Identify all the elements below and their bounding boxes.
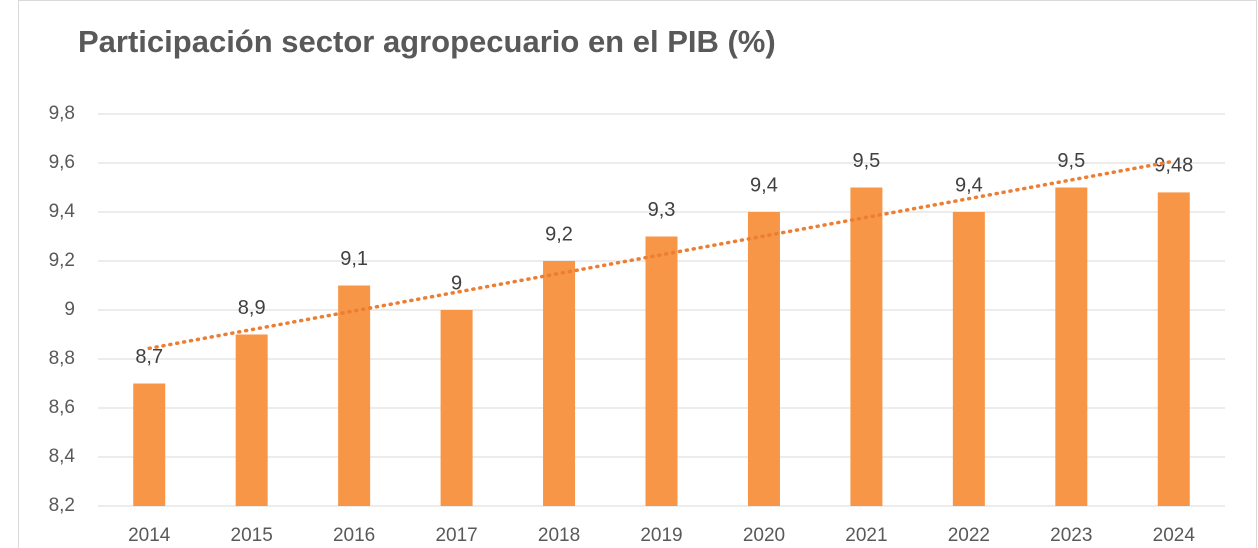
x-tick-label: 2019: [640, 525, 682, 546]
data-label: 9,4: [955, 174, 983, 196]
data-label: 9,1: [340, 248, 368, 270]
data-label: 8,7: [135, 346, 163, 368]
data-label: 9: [451, 272, 462, 294]
chart-title: Participación sector agropecuario en el …: [78, 24, 776, 59]
x-tick-label: 2021: [845, 525, 887, 546]
bar: [850, 187, 883, 506]
y-tick-label: 9,8: [49, 103, 75, 124]
x-tick-label: 2020: [743, 525, 785, 546]
x-tick-label: 2014: [128, 525, 171, 546]
y-tick-label: 8,8: [49, 348, 75, 369]
x-tick-label: 2016: [333, 525, 375, 546]
trendline: [147, 159, 1176, 351]
x-tick-label: 2018: [538, 525, 580, 546]
bar: [1157, 192, 1190, 506]
data-label: 9,4: [750, 174, 778, 196]
x-tick-label: 2015: [231, 525, 273, 546]
data-label: 9,2: [545, 223, 573, 245]
bar: [747, 212, 780, 506]
data-label: 8,9: [238, 297, 266, 319]
bar: [338, 285, 371, 506]
y-tick-label: 9,4: [49, 201, 76, 222]
bar: [440, 310, 473, 506]
bar: [952, 212, 985, 506]
bar: [645, 236, 678, 506]
x-tick-label: 2023: [1050, 525, 1092, 546]
y-tick-label: 8,2: [49, 495, 75, 516]
x-tick-label: 2024: [1153, 525, 1196, 546]
bar: [235, 334, 268, 506]
bar: [543, 261, 576, 506]
data-label: 9,5: [853, 150, 881, 172]
data-label: 9,5: [1057, 150, 1085, 172]
x-tick-label: 2022: [948, 525, 990, 546]
y-tick-label: 9,6: [49, 152, 75, 173]
y-tick-label: 8,4: [49, 446, 76, 467]
y-tick-label: 8,6: [49, 397, 75, 418]
data-label: 9,48: [1154, 155, 1193, 177]
y-tick-label: 9: [64, 299, 75, 320]
bar: [133, 383, 166, 506]
y-tick-label: 9,2: [49, 250, 75, 271]
data-label: 9,3: [648, 199, 676, 221]
bar: [1055, 187, 1088, 506]
x-tick-label: 2017: [435, 525, 477, 546]
